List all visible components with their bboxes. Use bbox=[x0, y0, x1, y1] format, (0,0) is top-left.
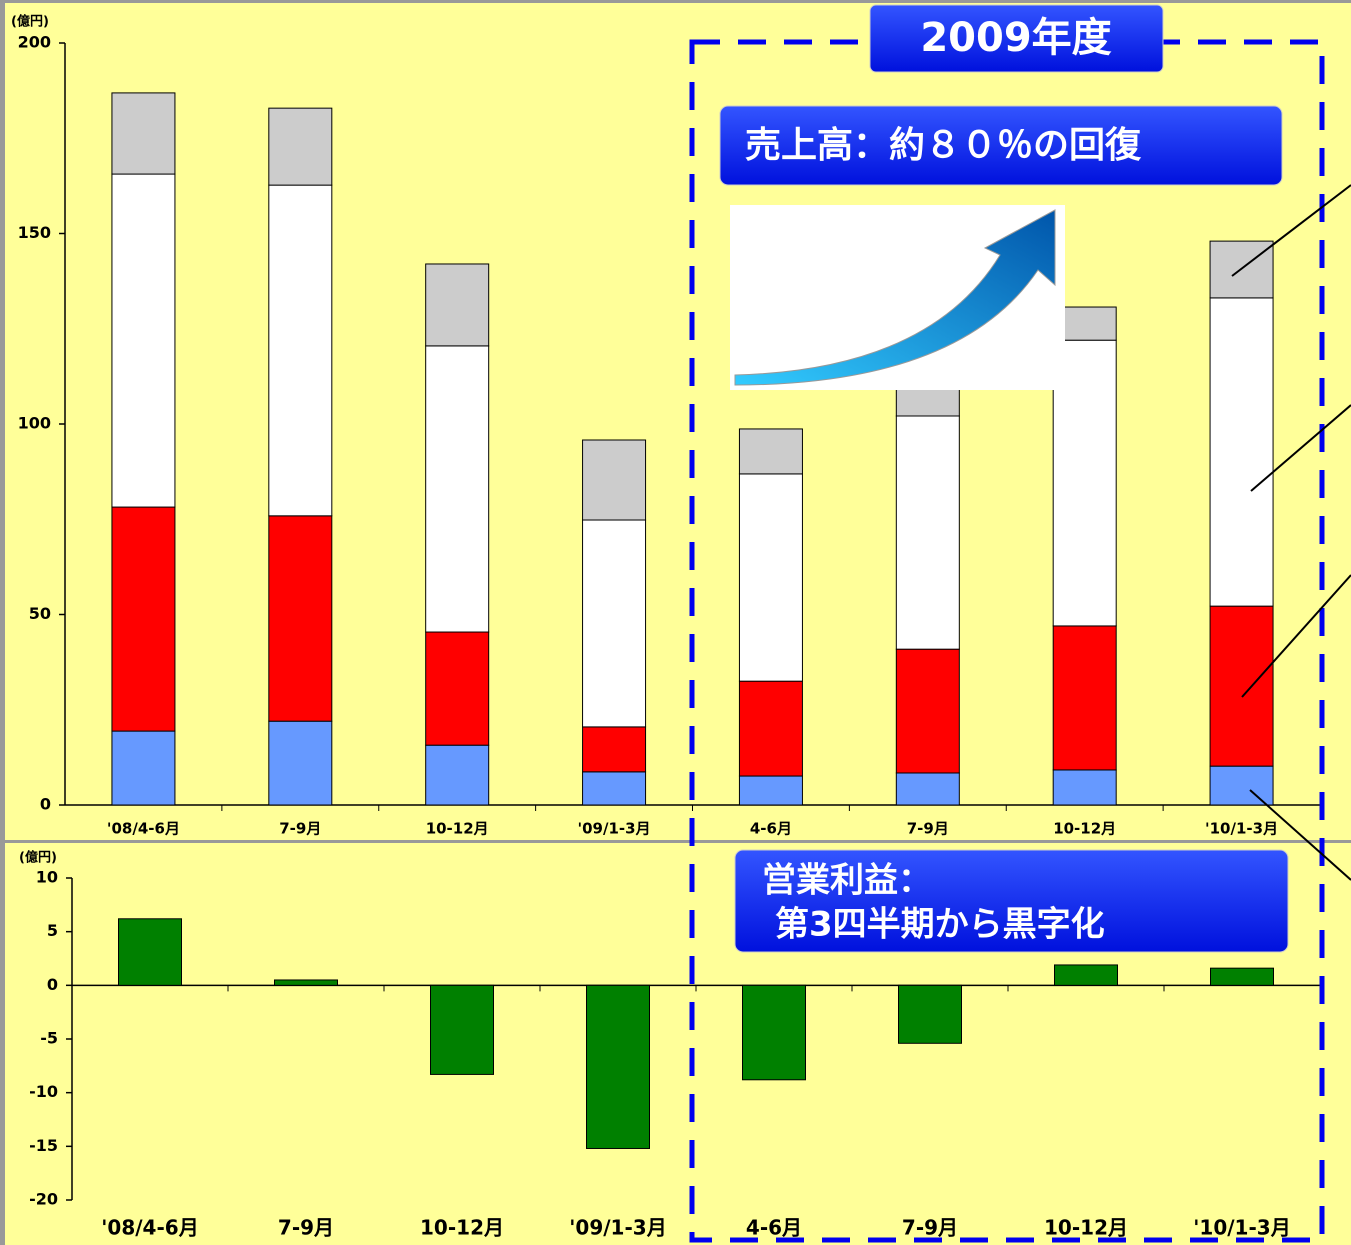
bar bbox=[274, 979, 338, 986]
x-tick-label: 7-9月 bbox=[278, 1216, 334, 1240]
sales-note: 売上高：約８０％の回復 bbox=[745, 125, 1142, 166]
bar-segment bbox=[425, 744, 490, 806]
bar-segment bbox=[111, 730, 176, 806]
bar-segment bbox=[111, 506, 176, 732]
y-tick-label: 0 bbox=[47, 975, 58, 994]
y-tick-label: 10 bbox=[36, 868, 58, 887]
bar-segment bbox=[582, 439, 647, 521]
y-tick-label: 100 bbox=[18, 414, 51, 433]
bar-segment bbox=[582, 726, 647, 773]
bar-segment bbox=[268, 720, 333, 806]
y-tick-label: -10 bbox=[29, 1082, 58, 1101]
x-tick-label: 10-12月 bbox=[1053, 820, 1116, 838]
fy-label: 2009年度 bbox=[920, 15, 1111, 61]
bar-segment bbox=[111, 173, 176, 508]
bar-segment bbox=[268, 515, 333, 722]
x-tick-label: '10/1-3月 bbox=[1205, 820, 1278, 838]
bar bbox=[1210, 967, 1274, 986]
profit-note-2: 第3四半期から黒字化 bbox=[775, 905, 1105, 945]
bar bbox=[586, 984, 650, 1149]
fy-box bbox=[689, 39, 1325, 1243]
x-tick-label: '08/4-6月 bbox=[107, 820, 180, 838]
overlay: 2009年度 売上高：約８０％の回復 営業利益： 第3四半期から黒字化 bbox=[689, 4, 1351, 1243]
bar-segment bbox=[895, 648, 960, 774]
x-tick-label: '10/1-3月 bbox=[1193, 1216, 1290, 1240]
y-tick-label: 5 bbox=[47, 921, 58, 940]
sales-chart: (億円) 0 50 100 150 200 '08/4-6月 7-9月 10-12月 '09/1-… bbox=[11, 14, 1320, 838]
x-tick-label: '09/1-3月 bbox=[578, 820, 651, 838]
bar-segment bbox=[582, 771, 647, 806]
bar-segment bbox=[738, 775, 803, 806]
bar-segment bbox=[1052, 769, 1117, 806]
bar bbox=[742, 984, 806, 1081]
x-tick-label: 7-9月 bbox=[279, 820, 321, 838]
x-tick-label: 10-12月 bbox=[420, 1216, 504, 1240]
y-axis-label: (億円) bbox=[11, 14, 49, 30]
y-tick-label: 150 bbox=[18, 223, 51, 242]
sales-note-box bbox=[719, 105, 1283, 186]
profit-note-1: 営業利益： bbox=[762, 861, 932, 901]
y-tick-label: -20 bbox=[29, 1190, 58, 1209]
y-tick-label: 200 bbox=[18, 33, 51, 52]
y-tick-label: 0 bbox=[40, 795, 51, 814]
y-tick-label: -15 bbox=[29, 1136, 58, 1155]
fy-label-box bbox=[869, 4, 1164, 73]
bar-segment bbox=[1209, 765, 1274, 806]
bar-segment bbox=[268, 107, 333, 186]
x-tick-label: 7-9月 bbox=[907, 820, 949, 838]
bar bbox=[1054, 964, 1118, 986]
bar bbox=[430, 984, 494, 1075]
x-tick-label: 7-9月 bbox=[902, 1216, 958, 1240]
x-tick-label: '09/1-3月 bbox=[569, 1216, 666, 1240]
x-tick-label: 4-6月 bbox=[750, 820, 792, 838]
bar-segment bbox=[582, 519, 647, 728]
bar bbox=[118, 918, 182, 986]
bar-segment bbox=[111, 92, 176, 175]
profit-note-box bbox=[734, 849, 1289, 953]
y-tick-label: -5 bbox=[40, 1029, 58, 1048]
bar-segment bbox=[738, 428, 803, 475]
y-axis-label: (億円) bbox=[19, 850, 57, 866]
x-tick-label: '08/4-6月 bbox=[101, 1216, 198, 1240]
bar-segment bbox=[1052, 625, 1117, 771]
bar-segment bbox=[268, 184, 333, 517]
bar-segment bbox=[895, 772, 960, 806]
y-tick-label: 50 bbox=[29, 604, 51, 623]
bar-segment bbox=[738, 680, 803, 777]
bar bbox=[898, 984, 962, 1044]
bar-segment bbox=[738, 473, 803, 682]
bar-segment bbox=[895, 415, 960, 650]
arrow bbox=[734, 209, 1056, 386]
x-tick-label: 4-6月 bbox=[746, 1216, 802, 1240]
bar-segment bbox=[1209, 605, 1274, 767]
bar-segment bbox=[425, 631, 490, 746]
bar-segment bbox=[1209, 297, 1274, 607]
bar-segment bbox=[425, 263, 490, 347]
leader-lines bbox=[1231, 184, 1351, 881]
x-tick-label: 10-12月 bbox=[1044, 1216, 1128, 1240]
bar-segment bbox=[425, 345, 490, 633]
x-tick-label: 10-12月 bbox=[426, 820, 489, 838]
profit-chart: (億円) -20 -15 -10 -5 0 5 10 '08/4-6月 7-9月 10-12月 '09… bbox=[19, 850, 1320, 1240]
